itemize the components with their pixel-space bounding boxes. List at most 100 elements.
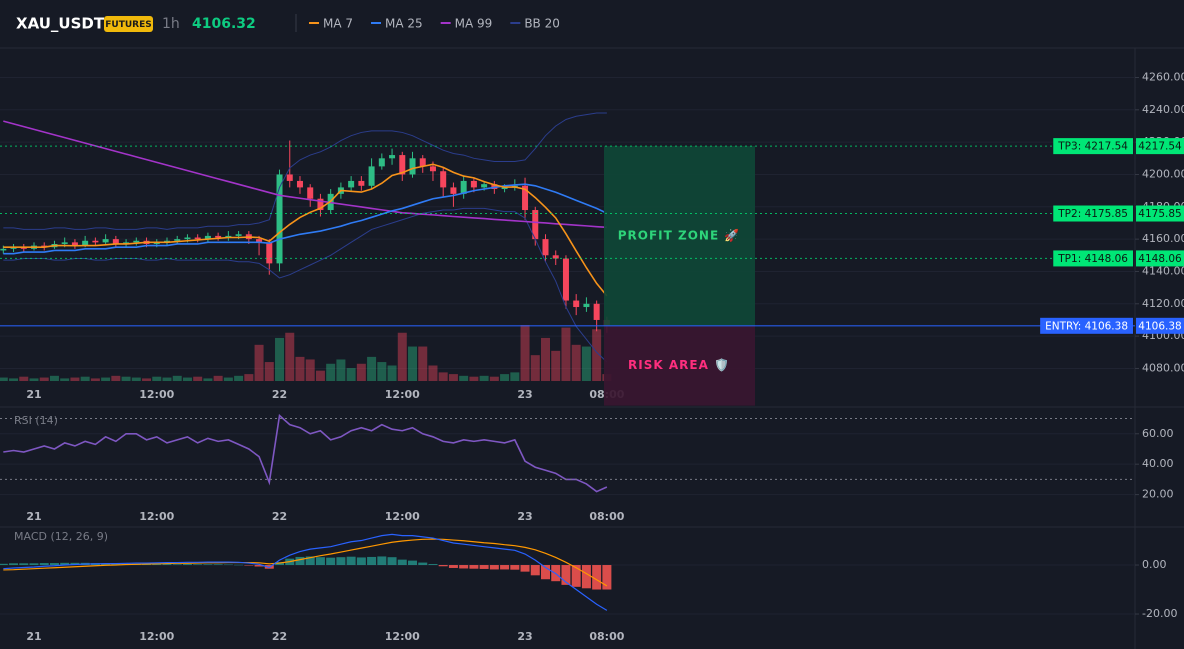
candle-body: [286, 174, 293, 181]
volume-bar: [152, 376, 162, 381]
y-tick-label: 20.00: [1142, 488, 1174, 501]
candle-body: [522, 185, 529, 211]
candle-body: [92, 240, 99, 243]
zone: [604, 146, 755, 326]
overlay-line: [3, 207, 608, 363]
price-tag-bg: [1136, 138, 1184, 155]
price-tag: 4148.06: [1138, 253, 1182, 265]
volume-bar: [101, 377, 111, 381]
y-tick-label: 4200.00: [1142, 167, 1184, 180]
y-tick-label: 4160.00: [1142, 232, 1184, 245]
histogram-bar: [438, 565, 448, 567]
level-tag: TP1: 4148.06: [1057, 253, 1128, 265]
level-tag: TP3: 4217.54: [1057, 141, 1128, 153]
x-tick-label: 12:00: [139, 510, 174, 523]
candle-body: [348, 180, 355, 188]
x-tick-label: 12:00: [385, 388, 420, 401]
price-tag: 4175.85: [1138, 208, 1181, 220]
candle-body: [20, 247, 27, 249]
volume-bar: [469, 376, 479, 381]
candle-body: [256, 239, 263, 243]
candle-body: [368, 166, 375, 186]
histogram-bar: [479, 565, 489, 569]
candle-body: [552, 255, 559, 259]
x-tick-label: 22: [272, 388, 287, 401]
volume-bar: [0, 377, 8, 381]
volume-bar: [541, 337, 550, 381]
volume-bar: [305, 359, 315, 381]
legend-entry: BB 20: [524, 17, 560, 31]
price-tag-bg: [1136, 250, 1184, 267]
level-tag: TP2: 4175.85: [1057, 208, 1128, 220]
x-tick-label: 23: [517, 630, 532, 643]
candle-body: [583, 303, 590, 308]
volume-bar: [397, 332, 407, 381]
histogram-bar: [152, 564, 162, 566]
volume-bar: [142, 378, 152, 381]
volume-bar: [19, 376, 29, 381]
series-group: [0, 533, 612, 611]
histogram-bar: [254, 565, 264, 567]
candle-body: [225, 235, 232, 238]
volume-bar: [510, 372, 520, 381]
candle-body: [542, 239, 549, 256]
candle-body: [102, 239, 109, 243]
y-tick-label: 4080.00: [1142, 361, 1184, 374]
histogram-bar: [336, 557, 346, 566]
volume-bar: [295, 356, 305, 381]
badge: FUTURES: [105, 20, 151, 30]
x-tick-label: 12:00: [139, 388, 174, 401]
histogram-bar: [213, 564, 223, 566]
volume-bar: [121, 376, 131, 381]
histogram-bar: [234, 564, 244, 566]
histogram-bar: [9, 563, 19, 566]
volume-bar: [500, 374, 510, 381]
x-tick-label: 21: [26, 630, 41, 643]
price-tag-bg: [1136, 205, 1184, 222]
volume-bar: [203, 378, 213, 381]
histogram-bar: [39, 563, 49, 566]
histogram-bar: [571, 565, 581, 587]
candle-body: [419, 158, 426, 167]
candle-body: [112, 239, 119, 244]
candle-body: [133, 240, 140, 243]
level-tag-bg: [1053, 250, 1133, 267]
histogram-bar: [203, 564, 213, 566]
histogram-bar: [592, 565, 602, 590]
histogram-bar: [49, 563, 59, 566]
volume-bar: [387, 365, 397, 381]
histogram-bar: [397, 559, 407, 566]
histogram-bar: [111, 563, 121, 566]
candle-body: [204, 235, 211, 240]
candle-body: [378, 158, 385, 167]
histogram-bar: [469, 565, 479, 569]
volume-bar: [213, 375, 223, 381]
volume-bar: [592, 329, 602, 381]
candle-body: [593, 303, 600, 320]
legend-entry: MA 25: [385, 17, 423, 31]
histogram-bar: [101, 563, 111, 566]
histogram-bar: [0, 563, 8, 566]
candle-body: [10, 247, 17, 249]
candle-body: [532, 210, 539, 240]
volume-bar: [346, 368, 356, 381]
level-tag-bg: [1040, 317, 1133, 334]
y-tick-label: 4240.00: [1142, 103, 1184, 116]
series-group: [3, 414, 608, 493]
histogram-bar: [295, 556, 305, 566]
level-tag-bg: [1053, 138, 1133, 155]
histogram-bar: [387, 557, 397, 566]
overlay-line: [3, 183, 608, 255]
histogram-bar: [305, 556, 315, 566]
x-tick-label: 23: [517, 388, 532, 401]
x-tick-label: 21: [26, 388, 41, 401]
volume-bar: [162, 377, 172, 381]
interval: 1h: [162, 16, 180, 32]
candle-body: [163, 240, 170, 243]
candle-body: [61, 242, 68, 244]
candle-body: [174, 239, 181, 241]
x-tick-label: 22: [272, 510, 287, 523]
volume-bar: [459, 375, 469, 381]
histogram-bar: [193, 564, 203, 566]
